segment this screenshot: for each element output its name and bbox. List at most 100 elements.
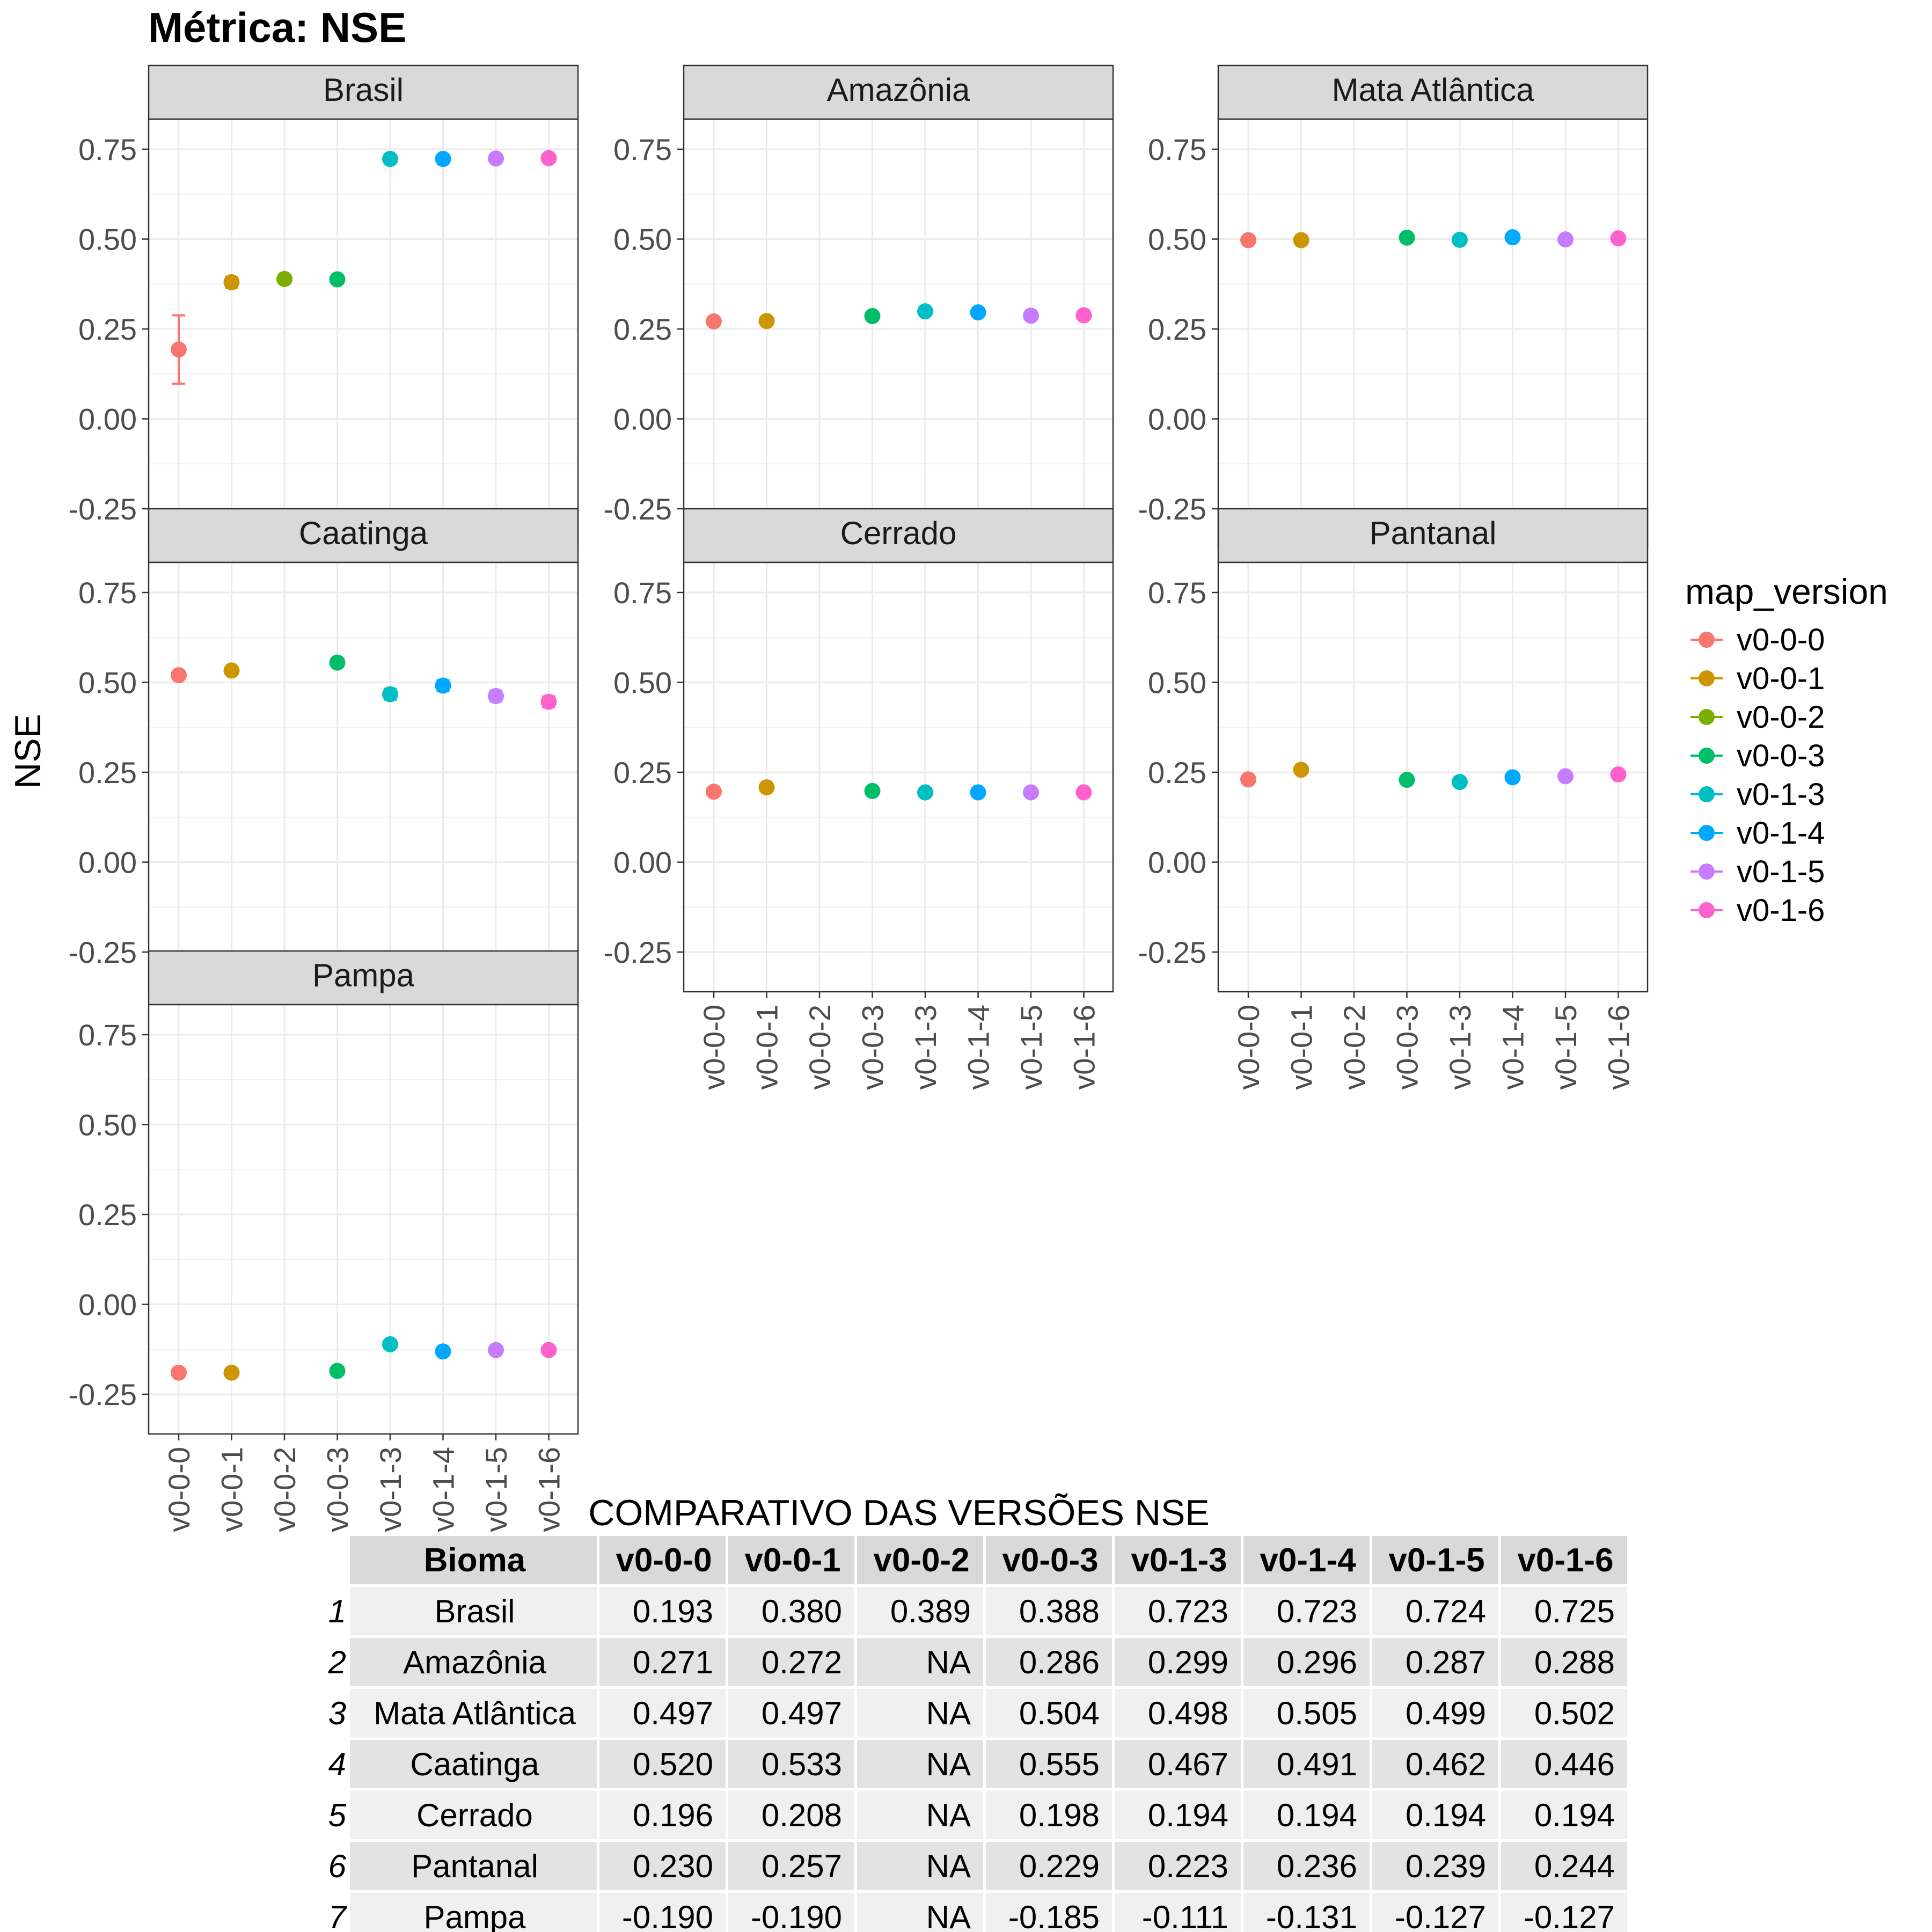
table-cell-background: [599, 1689, 726, 1737]
data-point: [540, 150, 557, 166]
data-point: [488, 150, 504, 167]
table-cell-background: [350, 1791, 597, 1839]
y-tick-label: 0.00: [613, 846, 672, 880]
table-cell-background: [1501, 1689, 1627, 1737]
data-point: [1557, 768, 1574, 785]
panel-background: [149, 562, 578, 992]
table-cell-background: [1243, 1689, 1370, 1737]
table-cell: 0.223: [1148, 1848, 1228, 1884]
x-tick-label: v0-1-6: [1602, 1005, 1636, 1090]
table-cell-background: [986, 1689, 1112, 1737]
table-cell: Pantanal: [411, 1848, 538, 1884]
table-cell: 0.723: [1277, 1593, 1357, 1629]
table-cell-background: [728, 1587, 854, 1635]
panel-background: [684, 562, 1113, 992]
table-cell-background: [1372, 1587, 1498, 1635]
table-cell-background: [857, 1842, 983, 1890]
table-row: 3 Mata Atlântica 0.497 0.497 NA 0.504 0.498 0.5…: [328, 1689, 1627, 1737]
x-tick-label: v0-1-4: [1496, 1005, 1530, 1090]
table-cell: 0.380: [762, 1593, 842, 1629]
table-header-cell: [1372, 1536, 1498, 1584]
y-tick-label: 0.50: [613, 666, 672, 700]
table-cell: 0.505: [1277, 1695, 1357, 1731]
table-cell-background: [986, 1893, 1112, 1932]
table-cell: 0.467: [1148, 1746, 1228, 1782]
facet-strip-label: Mata Atlântica: [1332, 72, 1535, 108]
y-tick-label: 0.25: [78, 312, 137, 346]
y-tick-label: 0.50: [613, 223, 672, 257]
facet-strip-label: Cerrado: [840, 515, 957, 551]
table-cell: 0.198: [1019, 1797, 1100, 1833]
table-cell-background: [350, 1893, 597, 1932]
data-point: [1075, 307, 1092, 324]
comparison-table: COMPARATIVO DAS VERSÕES NSE Bioma v0-0-0 v…: [328, 1492, 1627, 1932]
facet-panel: Amazônia 0.75 0.50 0.25 0.00 -0.25: [603, 64, 1114, 550]
y-tick-label: -0.25: [68, 935, 137, 969]
table-cell-background: [1501, 1893, 1627, 1932]
table-cell-background: [986, 1791, 1112, 1839]
table-title: COMPARATIVO DAS VERSÕES NSE: [588, 1492, 1210, 1533]
data-point: [435, 677, 451, 694]
data-point: [1610, 766, 1627, 783]
table-cell-background: [857, 1740, 983, 1788]
x-tick-label: v0-1-4: [427, 1447, 460, 1532]
table-header-cell: [350, 1536, 597, 1584]
table-cell: -0.185: [1008, 1899, 1100, 1932]
facet-strip-label: Amazônia: [827, 72, 970, 108]
table-cell: 0.271: [633, 1644, 713, 1680]
table-header-label: v0-0-0: [616, 1542, 712, 1579]
table-cell: 0.208: [762, 1797, 842, 1833]
x-tick-label: v0-0-3: [856, 1005, 890, 1090]
data-point: [1240, 232, 1256, 248]
facet-panel: Cerrado 0.75 0.50 0.25 0.00 -0.25 v0-0-0 v0-0-1…: [603, 508, 1114, 1090]
panel-background: [149, 1005, 578, 1434]
data-point: [223, 274, 240, 290]
table-row: 6 Pantanal 0.230 0.257 NA 0.229 0.223 0.236 0.23…: [328, 1842, 1627, 1890]
data-point: [540, 693, 557, 710]
y-tick-label: 0.75: [78, 1018, 137, 1052]
table-cell: NA: [926, 1797, 971, 1833]
y-tick-label: -0.25: [603, 935, 672, 969]
table-row-index: 3: [328, 1695, 346, 1731]
x-tick-label: v0-1-3: [1443, 1005, 1477, 1090]
table-cell-background: [728, 1740, 854, 1788]
x-tick-label: v0-1-5: [479, 1447, 513, 1532]
legend-item: v0-1-6: [1690, 893, 1825, 928]
legend-item: v0-0-2: [1690, 700, 1825, 735]
table-header-label: v0-0-2: [873, 1542, 969, 1579]
table-cell: 0.299: [1148, 1644, 1228, 1680]
table-cell-background: [986, 1638, 1112, 1686]
table-cell-background: [1501, 1791, 1627, 1839]
table-header-label: v0-1-6: [1517, 1542, 1613, 1579]
y-tick-label: 0.25: [78, 756, 137, 789]
x-tick-label: v0-0-2: [1337, 1005, 1371, 1090]
table-cell-background: [1372, 1689, 1498, 1737]
table-cell: Mata Atlântica: [374, 1695, 576, 1731]
data-point: [540, 1342, 557, 1358]
table-cell: 0.446: [1534, 1746, 1615, 1782]
table-cell-background: [728, 1791, 854, 1839]
y-tick-label: 0.75: [78, 133, 137, 166]
table-cell: 0.491: [1277, 1746, 1357, 1782]
table-row-index: 1: [328, 1593, 346, 1629]
table-cell: NA: [926, 1848, 971, 1884]
data-point: [1557, 231, 1574, 248]
table-row: 4 Caatinga 0.520 0.533 NA 0.555 0.467 0.491 0.46…: [328, 1740, 1627, 1788]
table-cell: -0.111: [1142, 1899, 1228, 1932]
table-cell: NA: [926, 1644, 971, 1680]
x-tick-label: v0-0-0: [697, 1005, 731, 1090]
data-point: [917, 303, 933, 320]
data-point: [970, 784, 986, 801]
legend-item: v0-1-3: [1690, 777, 1825, 812]
table-header-cell: [1243, 1536, 1370, 1584]
table-cell-background: [857, 1587, 983, 1635]
table-cell: 0.389: [890, 1593, 971, 1629]
y-tick-label: 0.25: [613, 312, 672, 346]
table-cell: 0.194: [1277, 1797, 1357, 1833]
table-cell: -0.127: [1395, 1899, 1486, 1932]
table-cell-background: [1243, 1791, 1370, 1839]
data-point: [488, 687, 504, 704]
table-header-cell: [857, 1536, 983, 1584]
table-cell: 0.497: [762, 1695, 842, 1731]
table-cell-background: [599, 1638, 726, 1686]
